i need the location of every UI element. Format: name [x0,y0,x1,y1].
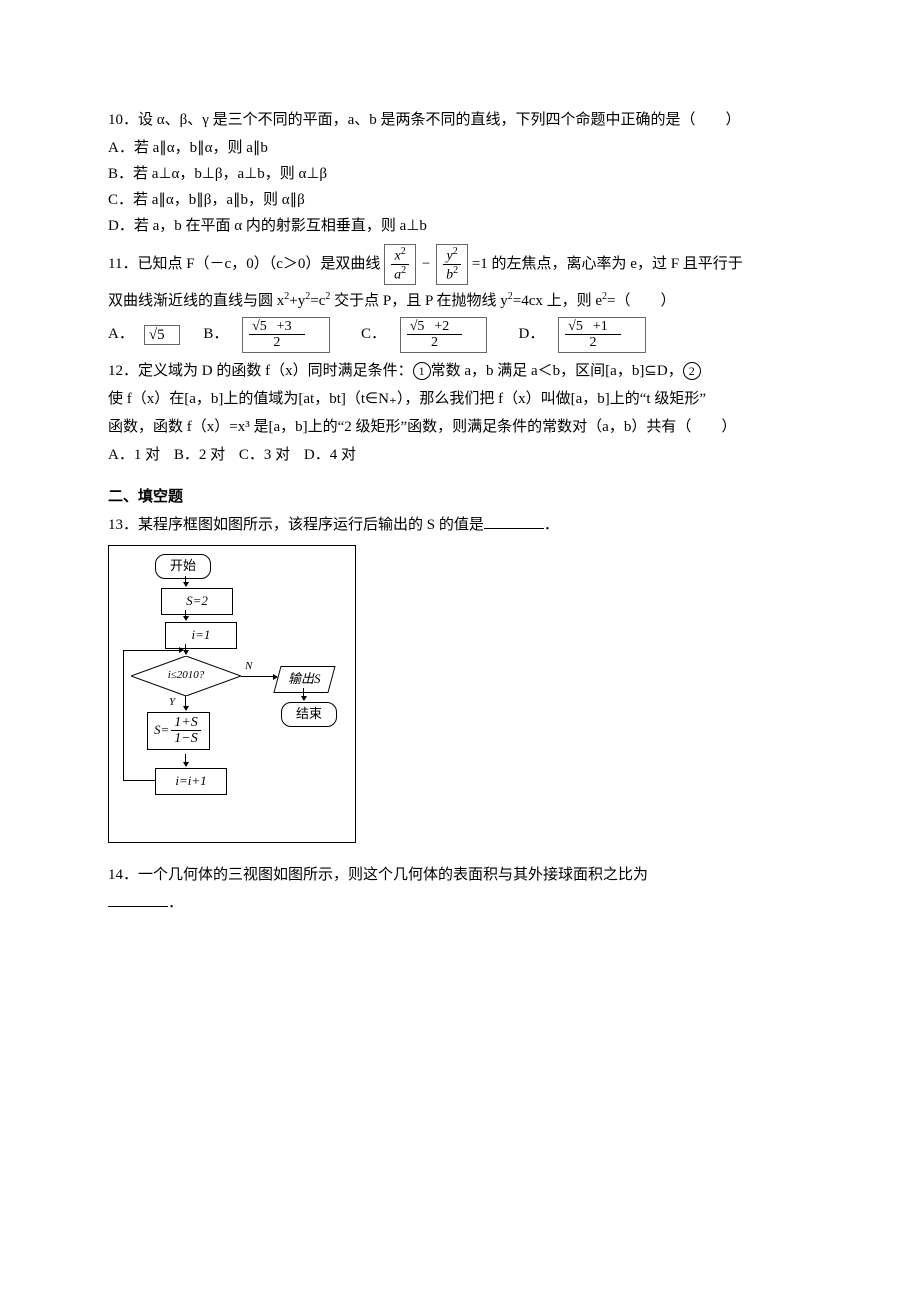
circled-1-icon: 1 [413,362,431,380]
q14-stem: 14．一个几何体的三视图如图所示，则这个几何体的表面积与其外接球面积之比为 [108,863,812,887]
fc-start: 开始 [155,554,211,579]
q11-l2-e: =4cx 上，则 e [513,293,602,309]
fc-loop-h2 [123,650,179,651]
q10-choice-b: B．若 a⊥α，b⊥β，a⊥b，则 α⊥β [108,162,812,186]
fc-s-update: S=1+S1−S [147,712,210,750]
q11-hyperbola-rhs: y2 b2 [436,244,468,285]
q10-stem: 10．设 α、β、γ 是三个不同的平面，a、b 是两条不同的直线，下列四个命题中… [108,108,812,132]
fc-arrow-4 [185,696,186,710]
q11-l2-a: 双曲线渐近线的直线与圆 x [108,293,284,309]
q13-blank [484,513,544,529]
q14-stem-text: 14．一个几何体的三视图如图所示，则这个几何体的表面积与其外接球面积之比为 [108,867,648,883]
q10-choices: A．若 a∥α，b∥α，则 a∥b B．若 a⊥α，b⊥β，a⊥b，则 α⊥β … [108,136,812,238]
q11-b-label: B． [203,326,228,342]
q10-choice-d: D．若 a，b 在平面 α 内的射影互相垂直，则 a⊥b [108,214,812,238]
q12-choice-d: D．4 对 [304,447,356,463]
q11-stem-pre: 11．已知点 F（－c，0）（c＞0）是双曲线 [108,256,380,272]
q11-a-label: A． [108,326,134,342]
fc-arrow-1 [185,576,186,586]
q11-stem-mid: =1 的左焦点，离心率为 e，过 F 且平行于 [472,256,743,272]
fc-loop-arrow-icon [179,647,184,653]
fc-hline-n [241,676,277,677]
fc-n-label: N [245,658,252,676]
fc-arrow-3 [185,644,186,654]
q11-line2: 双曲线渐近线的直线与圆 x2+y2=c2 交于点 P，且 P 在抛物线 y2=4… [108,289,812,313]
q13-flowchart: 开始 S=2 i=1 i≤2010? Y N S=1+S1−S i=i+1 [108,545,356,843]
q11-c-den: 2 [407,335,463,350]
q11-a-val: 5 [157,327,165,343]
q12-line2: 使 f（x）在[a，b]上的值域为[at，bt]（t∈N₊），那么我们把 f（x… [108,387,812,411]
q12-cond1: 常数 a，b 满足 a＜b，区间[a，b]⊆D， [431,363,683,379]
q11-d-label: D． [519,326,545,342]
q12-choices: A．1 对 B．2 对 C．3 对 D．4 对 [108,443,812,467]
q10-choice-c: C．若 a∥α，b∥β，a∥b，则 α∥β [108,188,812,212]
q12-choice-b: B．2 对 [174,447,225,463]
q13-stem: 13．某程序框图如图所示，该程序运行后输出的 S 的值是 ． [108,513,812,537]
q10-choice-a: A．若 a∥α，b∥α，则 a∥b [108,136,812,160]
fc-s-init: S=2 [161,588,233,615]
fc-i-init: i=1 [165,622,237,649]
q11-l2-b: +y [289,293,305,309]
q14-blank-line: ． [108,891,812,915]
q14-period: ． [168,895,183,911]
q12-line3: 函数，函数 f（x）=x³ 是[a，b]上的“2 级矩形”函数，则满足条件的常数… [108,415,812,439]
q11-d-num: 5 [576,319,583,334]
q11-b-num: 5 [260,319,267,334]
q11-d-den: 2 [565,335,621,350]
fc-arrow-5 [185,754,186,766]
q13-period: ． [544,517,559,533]
fc-cond-label: i≤2010? [168,667,205,685]
fc-s-den: 1−S [171,731,200,746]
q11-choice-c: C． √5+22 [353,326,501,342]
q11-choice-d: D． √5+12 [511,326,656,342]
q11-line1: 11．已知点 F（－c，0）（c＞0）是双曲线 x2 a2 − y2 b2 =1… [108,244,812,285]
q12-choice-a: A．1 对 [108,447,160,463]
q11-l2-f: =（ ） [607,293,675,309]
q13-stem-text: 13．某程序框图如图所示，该程序运行后输出的 S 的值是 [108,517,484,533]
fc-arrow-2 [185,610,186,620]
fc-y-label: Y [169,694,175,712]
q11-hyperbola-lhs: x2 a2 [384,244,416,285]
q12-l1: 12．定义域为 D 的函数 f（x）同时满足条件： [108,363,413,379]
q11-c-plus: +2 [434,319,449,334]
fc-i-inc: i=i+1 [155,768,227,795]
fc-s-lhs: S= [154,722,169,737]
circled-2-icon: 2 [683,362,701,380]
q12-choice-c: C．3 对 [239,447,290,463]
q11-b-plus: +3 [277,319,292,334]
q11-choices: A．√5 B． √5+32 C． √5+22 D． √5+12 [108,317,812,353]
q11-d-plus: +1 [593,319,608,334]
fc-arrow-6 [303,688,304,700]
fc-s-num: 1+S [171,715,200,731]
q11-c-label: C． [361,326,386,342]
q11-l2-c: =c [310,293,325,309]
q14-blank [108,891,168,907]
fc-output: 输出S [273,666,335,693]
fc-loop-v [123,650,124,780]
section-2-title: 二、填空题 [108,485,812,509]
fc-output-label: 输出S [288,669,321,690]
q11-l2-d: 交于点 P，且 P 在抛物线 y [330,293,507,309]
fc-decision: i≤2010? [131,656,241,696]
fc-end: 结束 [281,702,337,727]
q11-choice-a: A．√5 [108,326,193,342]
fc-loop-h1 [123,780,155,781]
q12-line1: 12．定义域为 D 的函数 f（x）同时满足条件：1常数 a，b 满足 a＜b，… [108,359,812,383]
q11-choice-b: B． √5+32 [203,326,343,342]
q11-b-den: 2 [249,335,305,350]
q11-c-num: 5 [417,319,424,334]
